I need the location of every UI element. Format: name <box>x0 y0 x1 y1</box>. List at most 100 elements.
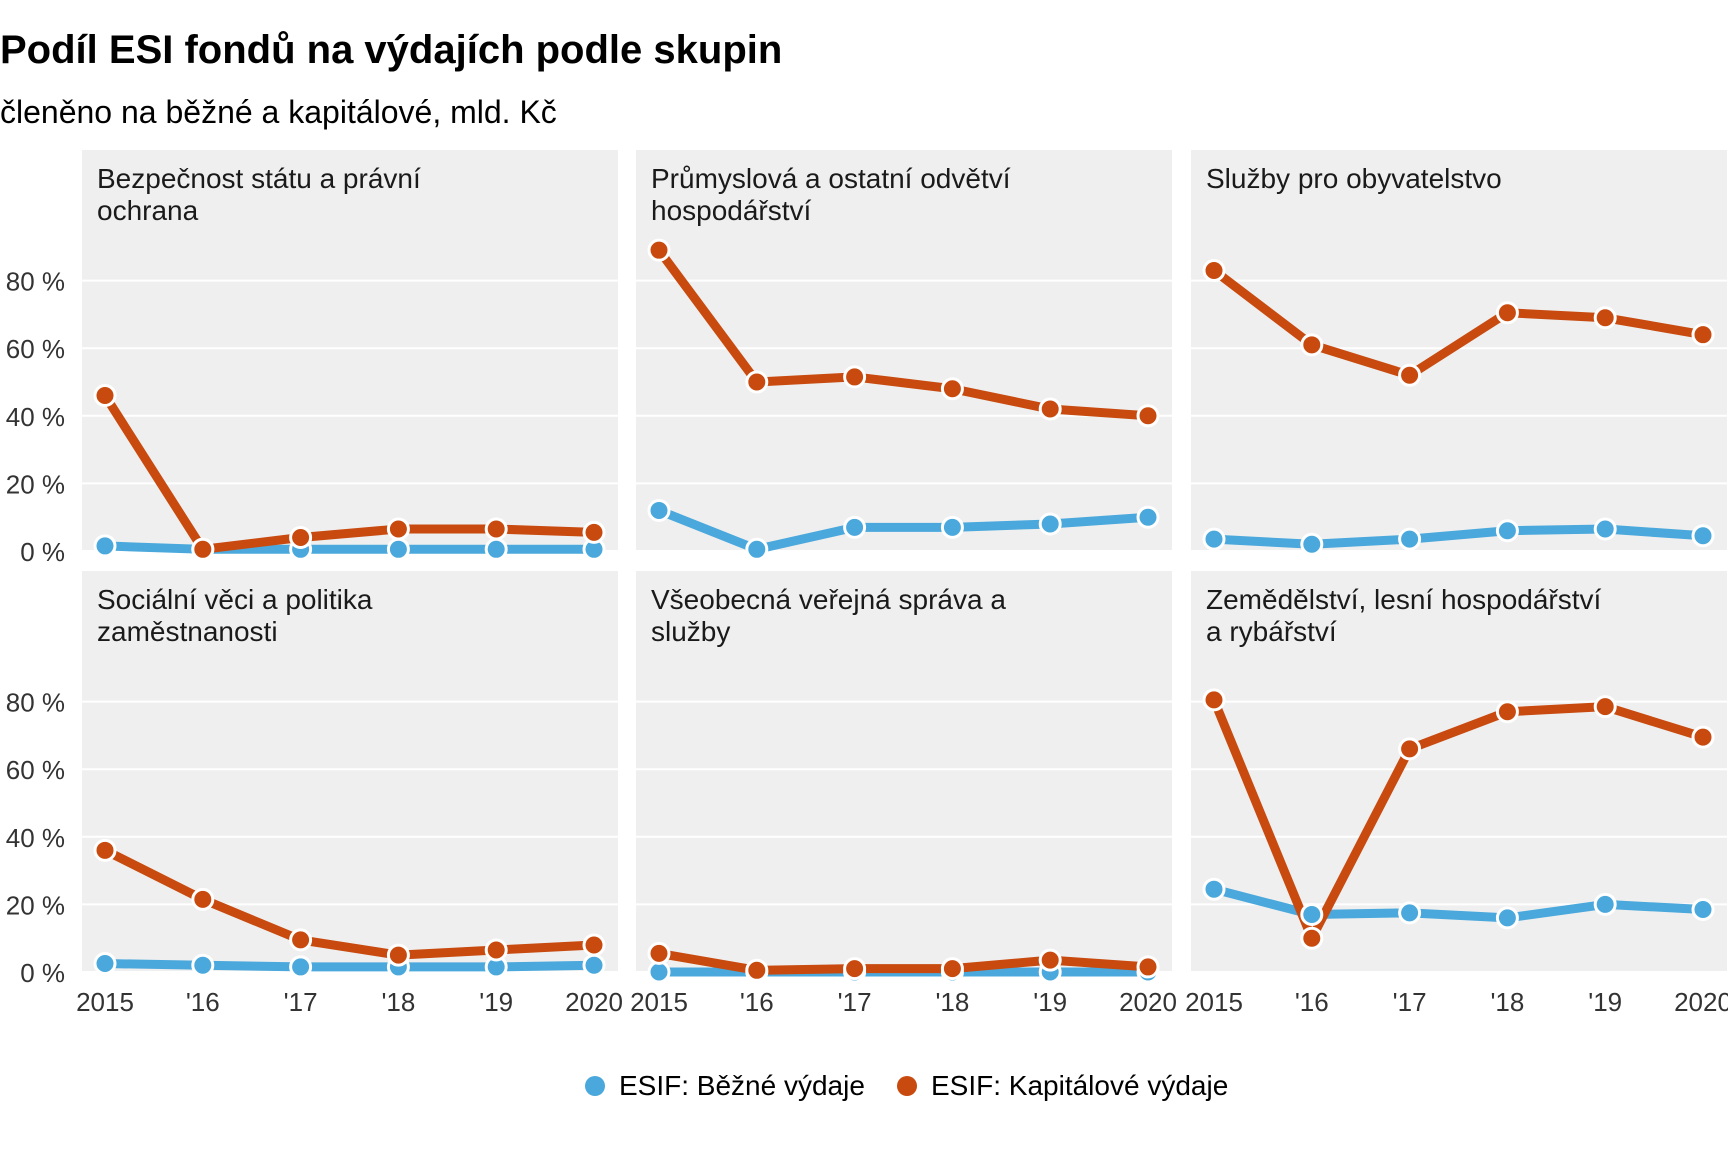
y-tick-label: 20 % <box>6 469 65 499</box>
data-point-bezne <box>1398 527 1422 551</box>
data-point-kapitalove <box>940 377 964 401</box>
data-point-bezne <box>93 952 117 976</box>
data-point-bezne <box>1495 906 1519 930</box>
data-point-kapitalove <box>289 525 313 549</box>
series-line-kapitalove <box>100 391 599 554</box>
data-point-bezne <box>1691 524 1715 548</box>
data-point-kapitalove <box>1691 725 1715 749</box>
data-point-bezne <box>1593 517 1617 541</box>
series-line-kapitalove <box>654 948 1153 975</box>
data-point-kapitalove <box>289 928 313 952</box>
x-tick-label: 2015 <box>1185 987 1243 1017</box>
x-tick-label: '18 <box>1490 987 1524 1017</box>
x-tick-label: '17 <box>284 987 318 1017</box>
series-line-bezne <box>100 959 599 972</box>
data-point-bezne <box>289 955 313 979</box>
data-point-bezne <box>745 537 769 561</box>
data-point-kapitalove <box>647 941 671 965</box>
data-point-kapitalove <box>1398 363 1422 387</box>
panel-title: hospodářství <box>651 195 812 226</box>
panel-background <box>82 150 618 552</box>
panel-background <box>82 571 618 973</box>
y-tick-label: 40 % <box>6 402 65 432</box>
data-point-kapitalove <box>843 365 867 389</box>
panel-title: ochrana <box>97 195 199 226</box>
data-point-kapitalove <box>1495 301 1519 325</box>
x-tick-label: 2015 <box>76 987 134 1017</box>
series-line-bezne <box>654 505 1153 554</box>
data-point-kapitalove <box>745 370 769 394</box>
y-tick-label: 20 % <box>6 890 65 920</box>
y-tick-label: 0 % <box>20 537 65 567</box>
data-point-kapitalove <box>484 517 508 541</box>
x-tick-label: '18 <box>935 987 969 1017</box>
data-point-kapitalove <box>1593 695 1617 719</box>
x-tick-label: 2020 <box>565 987 623 1017</box>
panel-title: Průmyslová a ostatní odvětví <box>651 163 1011 194</box>
data-point-bezne <box>386 537 410 561</box>
data-point-bezne <box>1038 512 1062 536</box>
y-tick-label: 60 % <box>6 755 65 785</box>
data-point-bezne <box>1398 901 1422 925</box>
data-point-kapitalove <box>1593 306 1617 330</box>
legend-label-kapitalove: ESIF: Kapitálové výdaje <box>931 1070 1229 1101</box>
data-point-kapitalove <box>93 384 117 408</box>
y-tick-label: 40 % <box>6 823 65 853</box>
panel-title: a rybářství <box>1206 616 1337 647</box>
data-point-bezne <box>1202 527 1226 551</box>
x-tick-label: '17 <box>1393 987 1427 1017</box>
data-point-kapitalove <box>1136 955 1160 979</box>
panel-title: služby <box>651 616 730 647</box>
x-tick-label: '19 <box>1033 987 1067 1017</box>
data-point-kapitalove <box>1038 948 1062 972</box>
series-line-bezne <box>100 541 599 554</box>
legend: ESIF: Běžné výdaje ESIF: Kapitálové výda… <box>0 1070 1728 1110</box>
panel-title: Bezpečnost státu a právní <box>97 163 421 194</box>
data-point-bezne <box>1136 505 1160 529</box>
panel-title: Sociální věci a politika <box>97 584 373 615</box>
data-point-kapitalove <box>1691 323 1715 347</box>
data-point-bezne <box>843 515 867 539</box>
data-point-kapitalove <box>582 933 606 957</box>
x-tick-label: '16 <box>186 987 220 1017</box>
legend-marker-kapitalove <box>897 1076 917 1096</box>
series-line-kapitalove <box>100 845 599 960</box>
x-tick-label: '16 <box>1295 987 1329 1017</box>
data-point-kapitalove <box>745 958 769 982</box>
data-point-kapitalove <box>1038 397 1062 421</box>
x-tick-label: 2020 <box>1674 987 1728 1017</box>
data-point-bezne <box>940 515 964 539</box>
legend-label-bezne: ESIF: Běžné výdaje <box>619 1070 865 1101</box>
panel-background <box>1191 150 1727 552</box>
x-tick-label: '19 <box>1588 987 1622 1017</box>
data-point-kapitalove <box>1398 737 1422 761</box>
data-point-kapitalove <box>647 238 671 262</box>
series-line-kapitalove <box>1209 265 1708 380</box>
panel-background <box>636 150 1172 552</box>
data-point-kapitalove <box>1202 688 1226 712</box>
x-tick-label: '19 <box>479 987 513 1017</box>
data-point-bezne <box>1691 897 1715 921</box>
x-tick-label: '16 <box>740 987 774 1017</box>
data-point-bezne <box>1495 519 1519 543</box>
data-point-kapitalove <box>191 887 215 911</box>
panel-title: Zemědělství, lesní hospodářství <box>1206 584 1602 615</box>
data-point-kapitalove <box>843 957 867 981</box>
data-point-bezne <box>647 498 671 522</box>
panel-title: Všeobecná veřejná správa a <box>651 584 1006 615</box>
x-tick-label: '17 <box>838 987 872 1017</box>
data-point-bezne <box>484 537 508 561</box>
data-point-bezne <box>647 960 671 984</box>
x-tick-label: '18 <box>381 987 415 1017</box>
x-tick-label: 2015 <box>630 987 688 1017</box>
legend-marker-bezne <box>585 1076 605 1096</box>
data-point-kapitalove <box>1300 926 1324 950</box>
y-tick-label: 80 % <box>6 267 65 297</box>
panel-background <box>636 571 1172 973</box>
series-line-bezne <box>1209 524 1708 549</box>
data-point-bezne <box>1300 903 1324 927</box>
y-tick-label: 0 % <box>20 958 65 988</box>
data-point-bezne <box>93 534 117 558</box>
data-point-kapitalove <box>1202 258 1226 282</box>
data-point-kapitalove <box>1136 404 1160 428</box>
